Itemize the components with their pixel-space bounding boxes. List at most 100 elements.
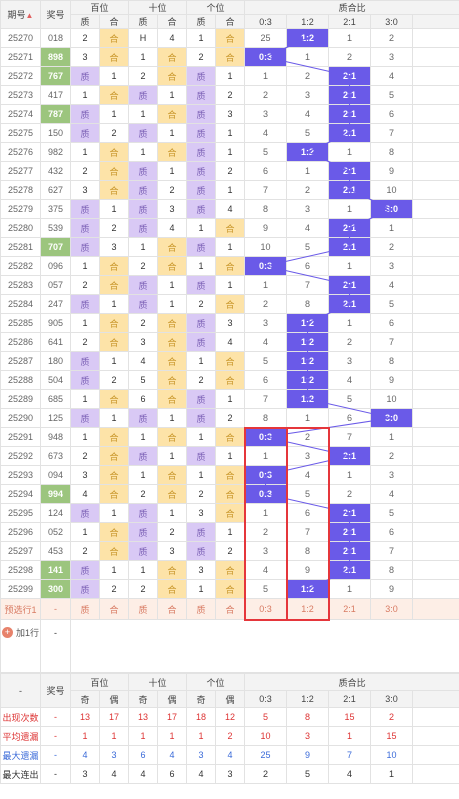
position-cell: 1 [128, 142, 159, 162]
position-cell: 2 [98, 218, 130, 238]
predict-ratio[interactable]: 2:1 [328, 598, 372, 620]
table-row: 25270 018 2 合 H 4 1 合 25 1:2 1 2 [0, 28, 459, 48]
ratio-cell: 8 [370, 351, 414, 371]
position-cell: 1 [186, 218, 217, 238]
ratio-cell: 5 [370, 85, 414, 105]
position-cell: 1 [157, 294, 188, 314]
position-cell: 质 [186, 85, 217, 105]
ratio-spacer [412, 199, 459, 219]
position-cell: 3 [157, 199, 188, 219]
ratio-cell: 2 [370, 237, 414, 257]
position-cell: 合 [98, 446, 130, 466]
position-cell: 合 [98, 142, 130, 162]
ratio-cell: 7 [370, 332, 414, 352]
period-cell: 25273 [0, 85, 41, 105]
stats-value: 4 [215, 745, 246, 765]
position-cell: 质 [128, 123, 159, 143]
predict-label[interactable]: 预选行1 [0, 598, 41, 620]
position-cell: 合 [215, 256, 246, 276]
position-cell: 质 [128, 180, 159, 200]
award-header: 奖号 [40, 0, 71, 29]
position-cell: 合 [157, 560, 188, 580]
predict-ratio[interactable]: 0:3 [244, 598, 288, 620]
add-row-button[interactable]: + 加1行 [1, 626, 39, 639]
table-row: 25275 150 质 2 质 1 质 1 4 5 2:1 7 [0, 123, 459, 143]
period-header[interactable]: 期号▲ [0, 0, 41, 29]
ratio-cell: 1 [328, 142, 372, 162]
position-cell: 5 [128, 370, 159, 390]
position-cell: 质 [70, 237, 100, 257]
position-cell: 合 [215, 47, 246, 67]
position-cell: 3 [215, 104, 246, 124]
position-cell: 1 [215, 237, 246, 257]
period-cell: 25271 [0, 47, 41, 67]
position-cell: 1 [215, 123, 246, 143]
position-cell: 2 [128, 313, 159, 333]
predict-cell[interactable]: 质 [186, 598, 217, 620]
period-cell: 25275 [0, 123, 41, 143]
ratio-cell: 10 [244, 237, 288, 257]
position-cell: 3 [186, 560, 217, 580]
predict-cell[interactable]: 质 [128, 598, 159, 620]
stats-value: 4 [157, 745, 188, 765]
position-cell: 1 [186, 256, 217, 276]
award-cell: 539 [40, 218, 71, 238]
predict-cell[interactable]: 合 [215, 598, 246, 620]
table-row: 25287 180 质 1 4 合 1 合 5 1:2 3 8 [0, 351, 459, 371]
stats-spacer [412, 745, 459, 765]
predict-cell[interactable]: 合 [98, 598, 130, 620]
position-cell: 质 [70, 351, 100, 371]
position-cell: 合 [215, 560, 246, 580]
award-cell: 787 [40, 104, 71, 124]
stats-row: 出现次数 -13 17 13 17 18 12 5 8 15 2 [0, 707, 459, 727]
sort-icon[interactable]: ▲ [25, 11, 34, 20]
position-cell: 2 [215, 85, 246, 105]
ratio-spacer [412, 503, 459, 523]
stats-value: 1 [328, 726, 372, 746]
predict-ratio[interactable]: 1:2 [286, 598, 330, 620]
position-cell: 质 [186, 123, 217, 143]
ratio-cell: 3 [328, 351, 372, 371]
ratio-cell: 1 [244, 275, 288, 295]
ratio-cell: 6 [370, 313, 414, 333]
stats-hundreds-header: 百位 [69, 673, 130, 691]
stats-value: 5 [286, 764, 330, 784]
stats-value: 4 [186, 764, 217, 784]
ratio-cell: 2 [286, 427, 330, 447]
position-cell: 2 [186, 47, 217, 67]
position-cell: 质 [70, 218, 100, 238]
table-row: 25294 994 4 合 2 合 2 合 0:3 5 2 4 [0, 484, 459, 504]
period-cell: 25278 [0, 180, 41, 200]
ratio-cell: 2 [328, 47, 372, 67]
award-cell: 124 [40, 503, 71, 523]
position-cell: 合 [98, 161, 130, 181]
stats-odd-header: 奇 [128, 690, 159, 708]
ratio-cell: 1 [328, 199, 372, 219]
ratio-cell: 1 [370, 218, 414, 238]
award-cell: 504 [40, 370, 71, 390]
stats-value: 1 [370, 764, 414, 784]
position-cell: 1 [70, 522, 100, 542]
position-cell: 1 [157, 161, 188, 181]
ratio-spacer [412, 180, 459, 200]
stats-odd-header: 奇 [186, 690, 217, 708]
position-cell: 合 [157, 332, 188, 352]
period-cell: 25283 [0, 275, 41, 295]
period-cell: 25298 [0, 560, 41, 580]
position-cell: 合 [98, 465, 130, 485]
position-cell: 3 [98, 237, 130, 257]
plus-icon: + [1, 627, 13, 638]
predict-cell[interactable]: 质 [70, 598, 100, 620]
award-cell: 627 [40, 180, 71, 200]
period-cell: 25297 [0, 541, 41, 561]
predict-spacer [412, 598, 459, 620]
predict-cell[interactable]: 合 [157, 598, 188, 620]
position-cell: 合 [157, 256, 188, 276]
predict-ratio[interactable]: 3:0 [370, 598, 414, 620]
ratio-cell: 3 [370, 465, 414, 485]
predict-row[interactable]: 预选行1 - 质 合 质 合 质 合 0:3 1:2 2:1 3:0 [0, 598, 459, 620]
stats-odd-header: 奇 [70, 690, 100, 708]
position-cell: 质 [70, 579, 100, 599]
ratio-cell: 1:2 [286, 142, 330, 162]
stats-value: 2 [215, 726, 246, 746]
